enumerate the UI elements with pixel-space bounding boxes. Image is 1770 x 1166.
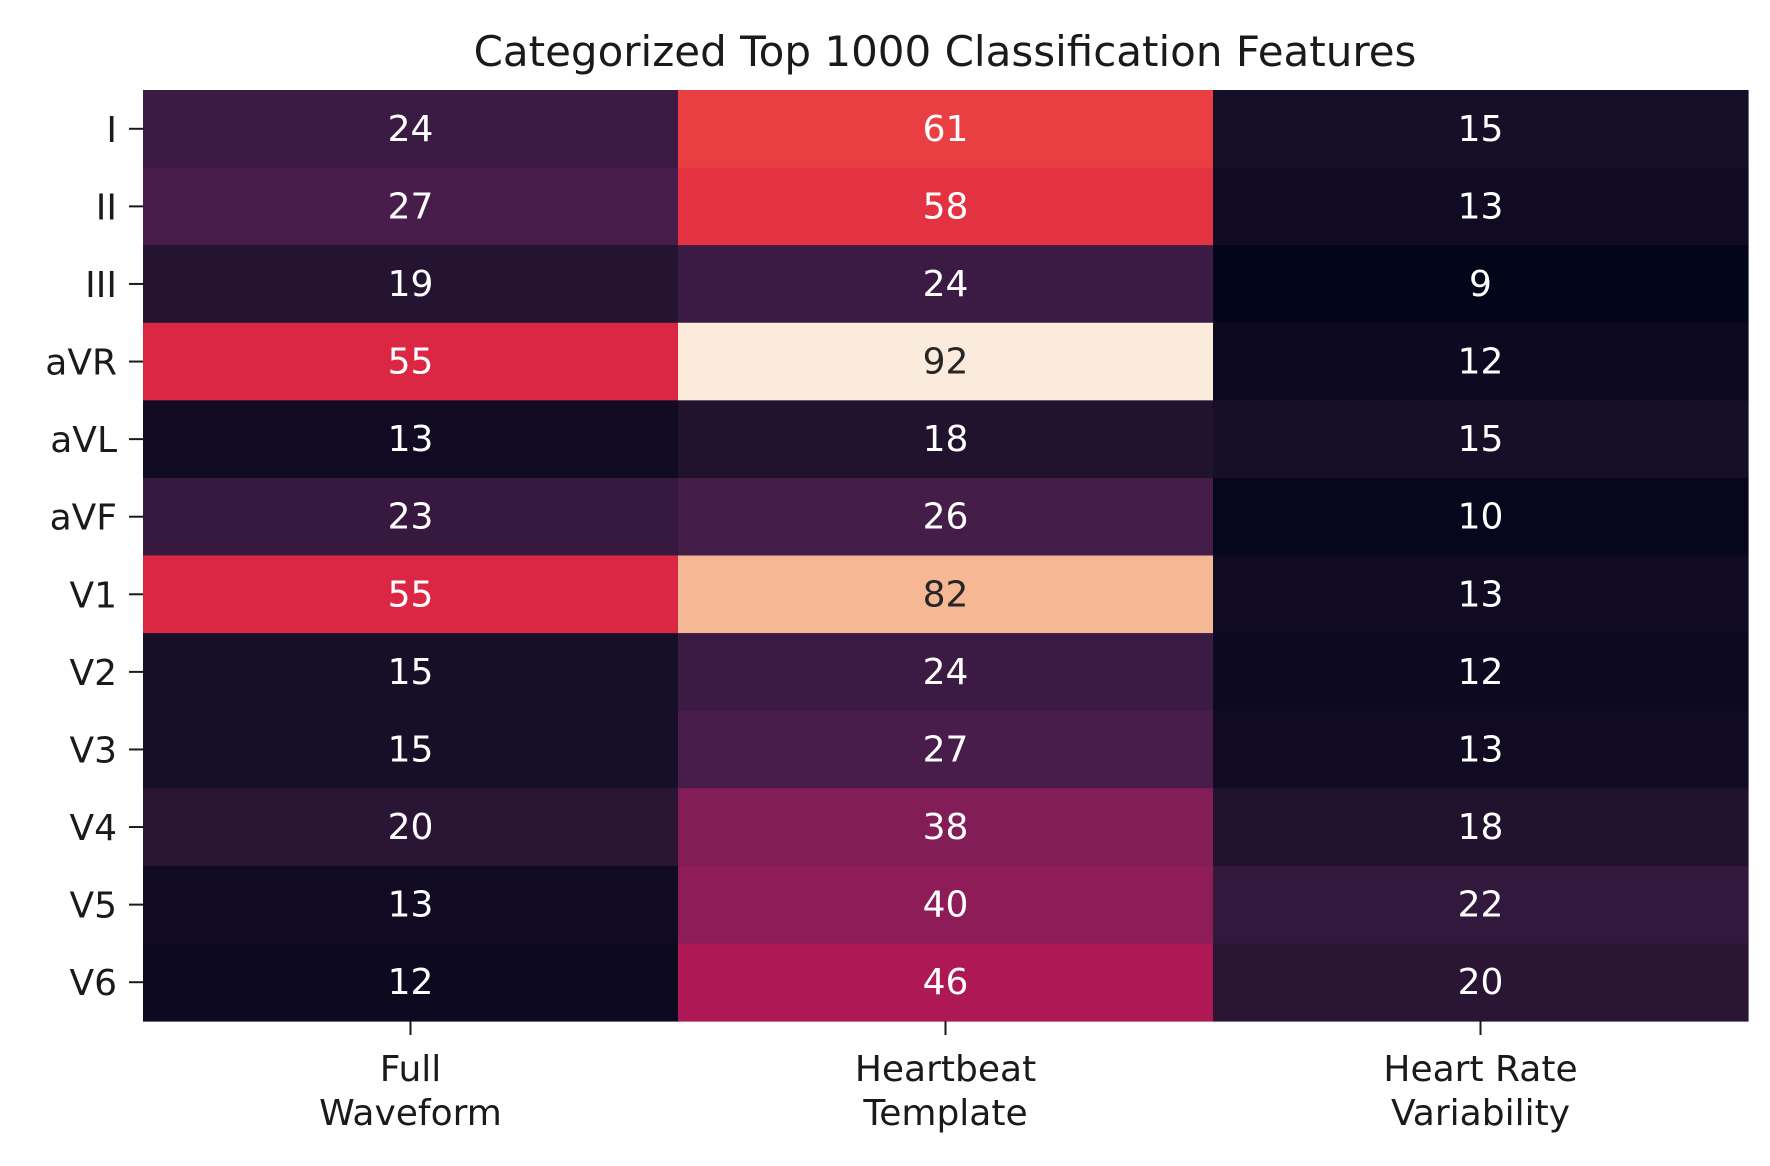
x-tick-label: Full Waveform [319, 1049, 502, 1134]
cell-value-label: 22 [1458, 885, 1504, 926]
cell-value-label: 13 [388, 885, 434, 926]
cell-value-label: 15 [388, 652, 434, 693]
cell-value-label: 40 [923, 885, 969, 926]
cell-value-label: 55 [388, 574, 434, 615]
x-axis: Full Waveform Heartbeat Template Heart Rate V… [319, 1021, 1578, 1134]
heatmap-cell [143, 90, 679, 169]
cell-value-label: 20 [1458, 962, 1504, 1003]
cell-value-label: 15 [1458, 109, 1504, 150]
heatmap-cell [1213, 90, 1749, 169]
cell-value-label: 18 [1458, 807, 1504, 848]
heatmap-cell [678, 788, 1214, 867]
x-tick-label: Heartbeat Template [855, 1049, 1036, 1134]
heatmap-cell [678, 400, 1214, 479]
cell-value-label: 26 [923, 497, 969, 538]
heatmap-cell [143, 865, 679, 945]
y-tick-label: V3 [69, 730, 117, 771]
heatmap-cell [678, 555, 1214, 634]
y-tick-label: III [85, 265, 117, 306]
cell-value-label: 24 [388, 109, 434, 150]
heatmap-cell [143, 167, 679, 246]
y-tick-label: I [106, 110, 117, 151]
heatmap-cell [143, 322, 679, 401]
heatmap-cell [143, 788, 679, 867]
heatmap-cell [1213, 322, 1749, 401]
heatmap-cell [1213, 788, 1749, 867]
heatmap-cell [143, 633, 679, 712]
cell-value-label: 61 [923, 109, 969, 150]
cell-value-label: 55 [388, 342, 434, 383]
heatmap-cell [143, 245, 679, 324]
cell-value-label: 12 [388, 962, 434, 1003]
chart-title: Categorized Top 1000 Classification Feat… [474, 27, 1417, 76]
heatmap-cell [1213, 555, 1749, 634]
y-tick-label: V2 [69, 653, 117, 694]
cell-value-label: 19 [388, 264, 434, 305]
y-tick-label: aVF [50, 498, 117, 539]
y-tick-label: II [96, 187, 117, 228]
cell-value-label: 9 [1469, 264, 1492, 305]
cell-value-label: 24 [923, 264, 969, 305]
heatmap-cell [1213, 245, 1749, 324]
cell-value-label: 10 [1458, 497, 1504, 538]
cell-value-label: 20 [388, 807, 434, 848]
y-tick-label: V4 [69, 808, 117, 849]
heatmap-cell [1213, 710, 1749, 789]
cell-value-label: 82 [923, 574, 969, 615]
heatmap-cell [678, 477, 1214, 557]
heatmap-cell [1213, 477, 1749, 557]
cell-value-label: 18 [923, 419, 969, 460]
cell-value-label: 27 [388, 186, 434, 227]
heatmap-cell [143, 400, 679, 479]
cell-value-label: 13 [388, 419, 434, 460]
heatmap-cell [143, 555, 679, 634]
cell-value-label: 58 [923, 186, 969, 227]
cell-value-label: 23 [388, 497, 434, 538]
heatmap-cell [678, 633, 1214, 712]
cell-value-label: 13 [1458, 186, 1504, 227]
heatmap-cell [143, 477, 679, 557]
cell-value-label: 12 [1458, 342, 1504, 383]
heatmap-cell [678, 943, 1214, 1022]
cell-value-label: 38 [923, 807, 969, 848]
heatmap-cell [678, 167, 1214, 246]
heatmap-cell [1213, 167, 1749, 246]
heatmap-cell [678, 245, 1214, 324]
cell-value-label: 24 [923, 652, 969, 693]
cell-value-label: 15 [388, 729, 434, 770]
heatmap-cell [1213, 633, 1749, 712]
y-tick-label: aVR [45, 343, 117, 384]
y-tick-label: V1 [69, 575, 117, 616]
heatmap-cell [678, 710, 1214, 789]
x-tick-label: Heart Rate Variability [1383, 1049, 1577, 1134]
heatmap-cell [1213, 943, 1749, 1022]
heatmap-cell [143, 943, 679, 1022]
heatmap-cell [678, 322, 1214, 401]
y-tick-label: V5 [69, 886, 117, 927]
cell-value-label: 46 [923, 962, 969, 1003]
cell-value-label: 92 [923, 342, 969, 383]
heatmap-cell [143, 710, 679, 789]
cell-value-label: 15 [1458, 419, 1504, 460]
y-tick-label: V6 [69, 963, 117, 1004]
heatmap-cell [1213, 400, 1749, 479]
heatmap-cell [678, 90, 1214, 169]
cell-value-label: 12 [1458, 652, 1504, 693]
y-tick-label: aVL [50, 420, 117, 461]
cell-value-label: 13 [1458, 574, 1504, 615]
heatmap-cells: 24 61 15 27 58 13 19 24 9 55 92 12 13 18 15 23 26 10 55 82 1… [143, 90, 1749, 1022]
heatmap-cell [678, 865, 1214, 945]
heatmap-cell [1213, 865, 1749, 945]
cell-value-label: 13 [1458, 729, 1504, 770]
cell-value-label: 27 [923, 729, 969, 770]
